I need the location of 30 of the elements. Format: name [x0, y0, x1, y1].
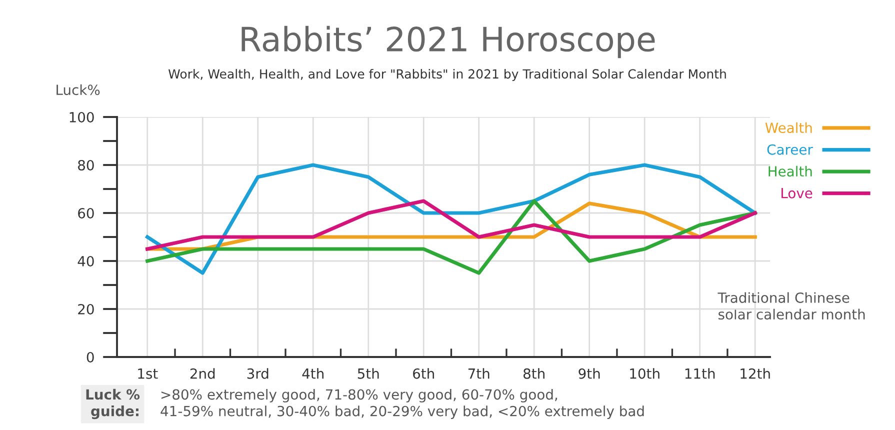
chart-title: Rabbits’ 2021 Horoscope: [242, 26, 655, 58]
x-tick-label: 5th: [358, 368, 379, 379]
x-axis-title: Traditional Chinese solar calendar month: [718, 292, 865, 320]
x-tick-label: 8th: [524, 368, 544, 379]
line-series: [146, 163, 757, 275]
x-tick-label: 7th: [468, 368, 490, 379]
y-tick-label: 80: [78, 160, 94, 170]
x-tick-label: 10th: [630, 368, 660, 379]
chart-subtitle: Work, Wealth, Health, and Love for "Rabbits" in 2021 by Traditional Solar Calendar Month: [168, 68, 726, 82]
y-tick-label: 100: [70, 112, 94, 122]
line-series: [146, 199, 757, 275]
x-tick-label: 2nd: [190, 368, 215, 379]
y-tick-label: 60: [78, 208, 94, 218]
legend-label: Love: [782, 188, 812, 198]
x-tick-label: 12th: [740, 368, 770, 379]
x-tick-label: 9th: [578, 368, 600, 379]
text: >80% extremely good, 71-80% very good, 60-70% good, 41-59% neutral, 30-40% bad, 20-29% very bad, <20% extremely bad: [160, 388, 644, 420]
legend-label: Career: [767, 144, 813, 155]
x-tick-label: 1st: [138, 368, 158, 379]
text: Luck % guide:: [86, 388, 140, 420]
y-axis-title: Luck%: [56, 84, 100, 96]
x-tick-label: 3rd: [247, 368, 268, 379]
x-tick-label: 6th: [413, 368, 434, 379]
y-tick-label: 0: [86, 352, 94, 362]
x-tick-label: 4th: [302, 368, 324, 379]
x-tick-label: 11th: [685, 368, 715, 379]
y-tick-label: 40: [78, 256, 94, 266]
legend-label: Health: [768, 166, 812, 177]
legend-label: Wealth: [765, 122, 812, 134]
y-tick-label: 20: [78, 304, 94, 314]
